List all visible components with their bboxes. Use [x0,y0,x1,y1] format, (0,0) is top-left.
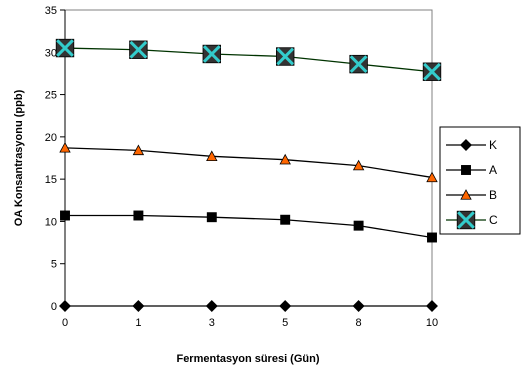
x-tick-label: 0 [62,317,68,329]
x-axis-title: Fermentasyon süresi (Gün) [176,353,319,365]
y-tick-label: 10 [45,216,57,228]
data-point [422,62,442,81]
y-tick-label: 35 [45,5,57,17]
legend-item-K: K [446,138,497,152]
data-point [279,153,291,165]
series-line [65,214,433,239]
data-point [426,171,438,183]
y-tick-label: 5 [51,259,57,271]
x-axis-ticks: 0 1 3 5 8 10 [62,306,438,329]
series-B [59,141,438,183]
legend-label: K [489,138,497,152]
x-tick-label: 1 [135,317,141,329]
y-axis-title: OA Konsantrasyonu (ppb) [13,89,25,226]
data-point [426,300,438,312]
data-point [132,300,145,312]
data-point [129,40,148,59]
x-tick-label: 3 [209,317,215,329]
series-line [64,147,433,179]
data-point [280,214,291,225]
y-tick-label: 25 [45,90,57,102]
data-point [205,300,218,312]
data-point [206,212,217,223]
legend-item-C: C [446,210,498,230]
series-K [59,300,438,312]
data-point [132,144,145,156]
y-tick-label: 15 [45,174,57,186]
data-point [59,141,71,153]
legend-marker [460,189,472,200]
series-A [60,210,437,243]
legend-label: B [489,188,497,202]
data-point [206,150,218,161]
data-point [59,300,71,312]
y-tick-label: 0 [51,301,57,313]
data-point [133,210,144,221]
data-point [427,232,437,243]
legend-item-A: A [446,163,497,177]
data-point [60,210,70,221]
legend-marker [456,210,476,230]
series-layer [55,38,442,312]
data-point [55,38,75,58]
data-point [353,220,364,231]
x-tick-label: 5 [282,317,288,329]
legend-marker [461,165,471,175]
data-point [349,54,368,74]
data-point [275,47,295,66]
y-tick-label: 20 [45,132,57,144]
legend-label: C [489,213,498,227]
legend-marker [460,139,472,151]
y-tick-label: 30 [45,47,57,59]
x-tick-label: 8 [356,317,362,329]
x-tick-label: 10 [426,317,438,329]
series-line [64,47,433,73]
data-point [352,159,365,171]
data-point [352,300,365,312]
legend-label: A [489,163,497,177]
data-point [202,44,222,64]
y-axis-ticks: 0 5 10 15 20 25 30 35 [45,5,65,313]
series-C [55,38,442,81]
data-point [279,300,292,312]
legend-item-B: B [446,188,497,202]
legend-box [439,126,521,235]
